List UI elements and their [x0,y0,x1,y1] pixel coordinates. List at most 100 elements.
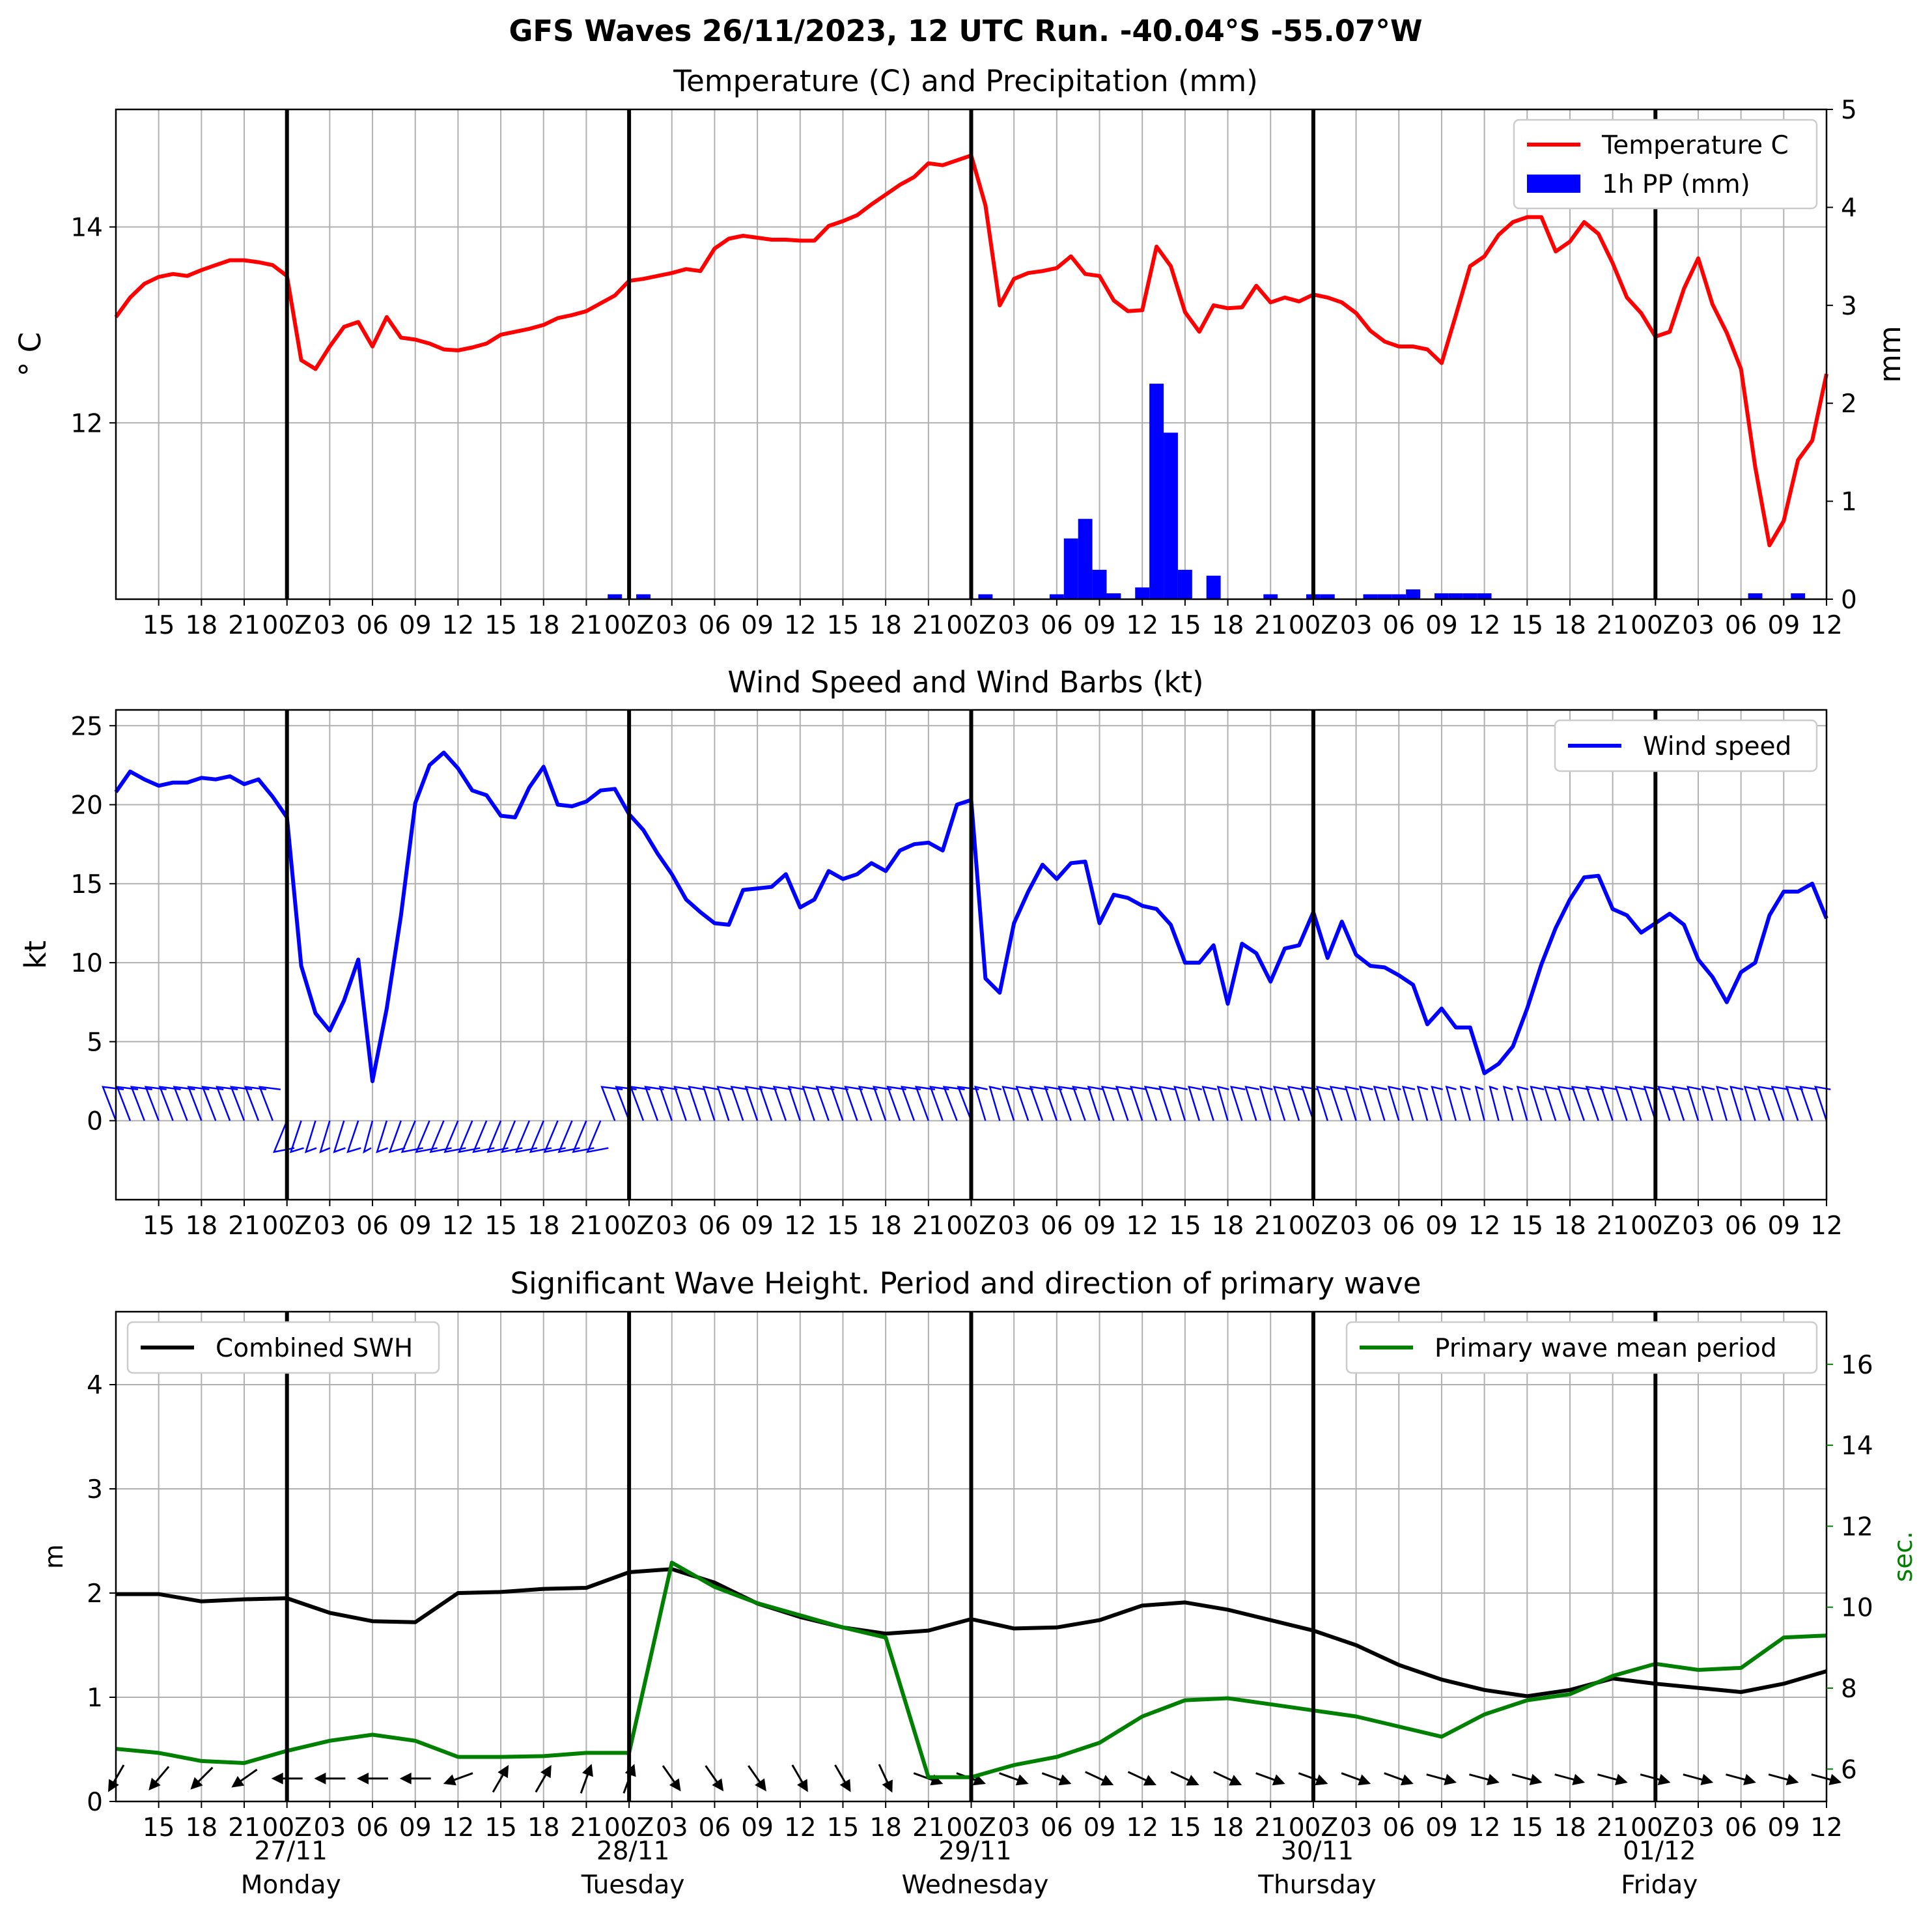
x-tick-label: 06 [1382,1813,1415,1842]
wave-direction-arrow [705,1765,724,1792]
wind-barb [929,1086,949,1122]
x-tick-label: 03 [998,1211,1030,1241]
x-tick-label: 18 [1554,1813,1586,1842]
x-tick-label: 21 [912,1211,945,1241]
wind-barb [1600,1086,1617,1122]
x-tick-label: 21 [228,1813,260,1842]
arrow-shaft [196,1766,214,1784]
x-tick-label: 15 [1511,611,1543,640]
wave-direction-arrow [1640,1773,1671,1786]
arrow-shaft [913,1772,935,1782]
legend-period-label: Primary wave mean period [1435,1334,1777,1363]
arrow-head [1487,1773,1500,1786]
x-tick-label: 18 [869,1813,902,1842]
date-label: 30/11 [1281,1837,1354,1866]
wind-barb [1143,1086,1162,1122]
arrow-head [148,1777,161,1791]
x-tick-label: 18 [869,611,902,640]
legend-precipitation-label: 1h PP (mm) [1602,170,1750,199]
period-ylabel: sec. [1889,1531,1918,1582]
x-tick-label: 15 [827,1813,860,1842]
legend-swh-label: Combined SWH [216,1334,413,1363]
x-tick-label: 15 [484,1211,517,1241]
date-label: 01/12 [1623,1837,1696,1866]
x-tick-label: 09 [1425,611,1458,640]
y-tick-label: 20 [70,791,103,821]
wave-direction-arrow [1511,1773,1543,1786]
x-tick-label: 21 [1254,1211,1287,1241]
wind-barb [1029,1086,1049,1122]
x-tick-label: 00Z [946,1211,996,1241]
arrow-shaft [451,1772,473,1782]
x-tick-label: 21 [912,1813,945,1842]
day-separators [285,710,1658,1200]
wind-barb [1614,1086,1632,1122]
wave-direction-arrow [148,1766,170,1791]
wind-barb [1571,1086,1590,1122]
wave-direction-arrow [271,1772,303,1785]
arrow-head [399,1772,412,1785]
x-tick-label: 03 [314,1211,346,1241]
wind-barb [716,1086,733,1122]
temperature-panel-title: Temperature (C) and Precipitation (mm) [673,64,1258,98]
x-tick-label: 12 [1810,611,1843,640]
arrow-head [1572,1773,1586,1786]
x-tick-label: 00Z [262,1211,312,1241]
wind-barb [258,1086,281,1122]
x-tick-label: 06 [356,1813,389,1842]
wave-direction-arrow [1683,1773,1714,1786]
wave-panel: Significant Wave Height. Period and dire… [40,1266,1918,1900]
x-tick-label: 09 [741,1813,774,1842]
wind-barb [1502,1085,1514,1122]
precipitation-bar [1135,587,1150,599]
x-tick-label: 12 [1126,1813,1158,1842]
x-tick-label: 12 [784,611,817,640]
wave-direction-arrows [108,1764,1842,1794]
arrow-shaft [1341,1772,1363,1782]
x-tick-label: 03 [656,1211,688,1241]
wave-direction-arrow [1041,1772,1072,1786]
wind-barb [1115,1086,1133,1122]
wind-barb [376,1120,389,1153]
arrow-head [1015,1774,1029,1786]
x-tick-label: 03 [314,611,346,640]
x-tick-label: 15 [827,611,860,640]
wind-barb [886,1086,906,1122]
arrow-head [1615,1773,1628,1786]
wind-panel-title: Wind Speed and Wind Barbs (kt) [727,665,1203,699]
arrow-shaft [999,1772,1021,1782]
wind-barb [830,1086,848,1122]
arrow-shaft [1085,1771,1106,1783]
y-tick-label: 15 [70,870,103,899]
wind-barb [1315,1086,1331,1122]
wave-direction-arrow [580,1764,593,1794]
arrow-shaft [705,1765,720,1785]
x-tick-label: 18 [527,1813,560,1842]
x-tick-label: 12 [442,611,475,640]
y-tick-label: 10 [70,949,103,978]
arrow-head [1315,1774,1328,1786]
wave-direction-arrow [492,1765,509,1793]
x-tick-label: 03 [1682,1211,1715,1241]
wind-barb [304,1120,317,1153]
weekday-label: Monday [241,1871,341,1900]
wind-barb [1201,1086,1217,1122]
x-tick-label: 15 [143,1813,175,1842]
x-tick-label: 15 [1169,1813,1201,1842]
wind-barb [673,1086,692,1122]
y-tick-label: 1 [87,1684,103,1713]
wind-barb [1557,1086,1575,1122]
precipitation-bar [1377,594,1392,599]
x-tick-label: 12 [784,1813,817,1842]
x-tick-label: 09 [399,1211,432,1241]
precipitation-bar [1164,432,1178,599]
wind-barb [1129,1086,1147,1122]
arrow-head [1358,1774,1371,1786]
x-tick-label: 03 [1682,1813,1715,1842]
arrow-shaft [111,1764,125,1785]
wave-direction-arrow [999,1772,1029,1786]
y-tick-label: 14 [70,213,103,242]
x-tick-label: 12 [1468,1813,1501,1842]
wind-barb [600,1086,623,1122]
